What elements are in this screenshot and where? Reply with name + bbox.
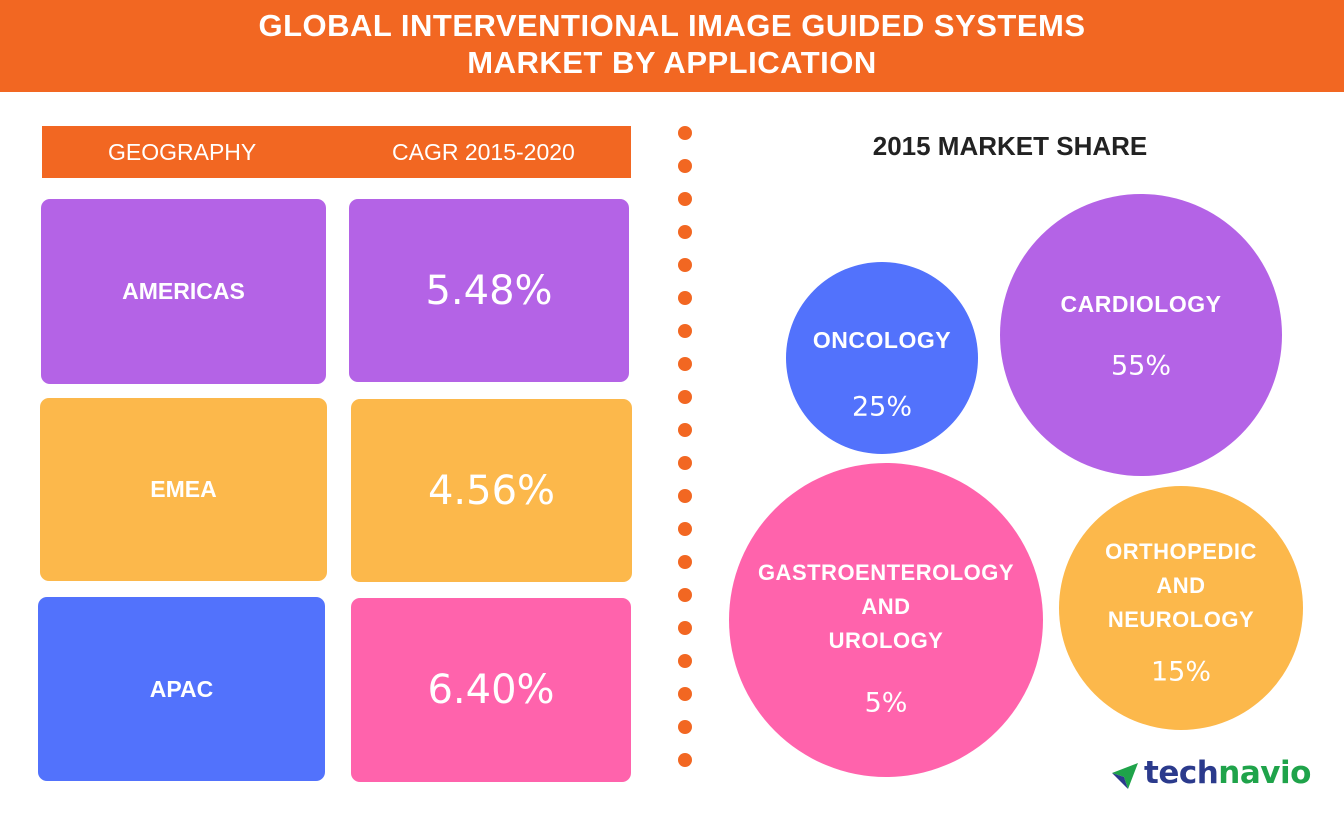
divider-dot: [678, 258, 692, 272]
bubble-oncology: ONCOLOGY 25%: [786, 262, 978, 454]
divider-dot: [678, 390, 692, 404]
bubble-gastroenterology-and-urology: GASTROENTEROLOGY AND UROLOGY 5%: [729, 463, 1043, 777]
divider-dot: [678, 192, 692, 206]
bubble-category-label: CARDIOLOGY: [1061, 291, 1222, 317]
bubble-category-label: UROLOGY: [829, 628, 944, 653]
region-label: AMERICAS: [122, 278, 245, 304]
divider-dot: [678, 126, 692, 140]
divider-dot: [678, 324, 692, 338]
bubble-circle: [786, 262, 978, 454]
bubble-category-label: ONCOLOGY: [813, 327, 951, 353]
bubble-cardiology: CARDIOLOGY 55%: [1000, 194, 1282, 476]
region-box-americas: AMERICAS: [41, 199, 326, 384]
bubble-category-label: NEUROLOGY: [1108, 607, 1254, 632]
divider-dot: [678, 522, 692, 536]
region-box-emea: EMEA: [40, 398, 327, 581]
page-title-line-2: MARKET BY APPLICATION: [467, 45, 877, 80]
divider-dot: [678, 291, 692, 305]
bubble-orthopedic-and-neurology: ORTHOPEDIC AND NEUROLOGY 15%: [1059, 486, 1303, 730]
bubble-category-label: AND: [861, 594, 910, 619]
divider-dot: [678, 654, 692, 668]
bubble-value-label: 5%: [865, 688, 908, 719]
region-label: EMEA: [150, 476, 217, 502]
region-label: APAC: [149, 675, 214, 702]
geography-column-header: GEOGRAPHY: [108, 139, 257, 165]
divider-dot: [678, 588, 692, 602]
cagr-value: 5.48%: [425, 267, 553, 314]
cagr-box-americas: 5.48%: [349, 199, 629, 382]
cagr-column-header: CAGR 2015-2020: [392, 139, 575, 165]
bubble-category-label: GASTROENTEROLOGY: [758, 560, 1014, 585]
divider-dot: [678, 357, 692, 371]
bubble-value-label: 55%: [1111, 351, 1171, 382]
page-title-banner: GLOBAL INTERVENTIONAL IMAGE GUIDED SYSTE…: [0, 0, 1344, 92]
bubble-value-label: 15%: [1151, 657, 1211, 688]
page-title-line-1: GLOBAL INTERVENTIONAL IMAGE GUIDED SYSTE…: [258, 8, 1086, 43]
technavio-logo: technavio: [1110, 755, 1320, 795]
divider-dot: [678, 489, 692, 503]
logo-text-highlight: navio: [1218, 755, 1311, 791]
divider-dot: [678, 555, 692, 569]
region-box-apac: APAC: [38, 597, 325, 781]
logo-text: technavio: [1144, 755, 1311, 791]
divider-dot: [678, 159, 692, 173]
divider-dot: [678, 687, 692, 701]
logo-text-main: tech: [1144, 755, 1219, 791]
technavio-arrow-icon: [1112, 763, 1138, 789]
bubble-circle: [1059, 486, 1303, 730]
table-header: GEOGRAPHY CAGR 2015-2020: [42, 126, 631, 178]
cagr-value: 6.40%: [427, 667, 555, 713]
bubble-category-label: AND: [1156, 573, 1205, 598]
dotted-divider: [678, 126, 694, 786]
bubble-circle: [1000, 194, 1282, 476]
market-share-title: 2015 MARKET SHARE: [872, 131, 1148, 161]
divider-dot: [678, 720, 692, 734]
bubble-value-label: 25%: [852, 392, 912, 423]
divider-dot: [678, 753, 692, 767]
cagr-box-emea: 4.56%: [351, 399, 632, 582]
divider-dot: [678, 225, 692, 239]
divider-dot: [678, 456, 692, 470]
bubble-category-label: ORTHOPEDIC: [1105, 539, 1257, 564]
cagr-value: 4.56%: [427, 467, 556, 514]
bubble-circle: [729, 463, 1043, 777]
cagr-box-apac: 6.40%: [351, 598, 631, 782]
divider-dot: [678, 423, 692, 437]
divider-dot: [678, 621, 692, 635]
